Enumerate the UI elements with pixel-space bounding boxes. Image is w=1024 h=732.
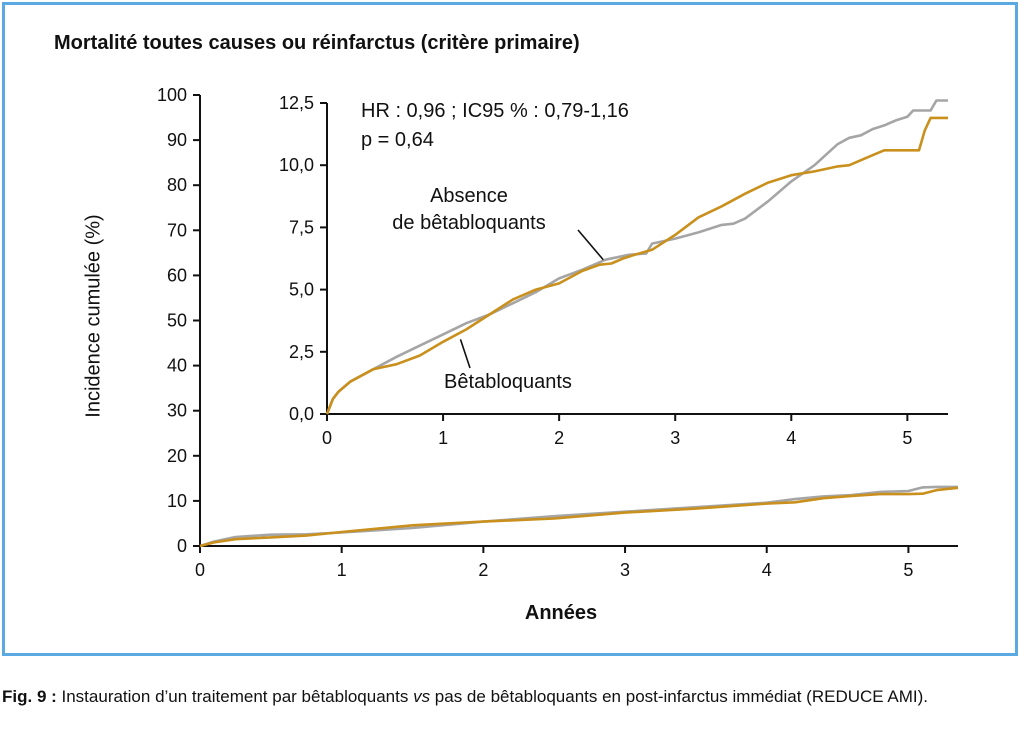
inset-x-tick-label: 5 xyxy=(902,428,912,448)
caption-text-start: Instauration d’un traitement par bêtablo… xyxy=(56,687,414,706)
legend-absence-label: Absence xyxy=(430,185,508,207)
main-x-tick-label: 2 xyxy=(478,560,488,580)
inset-y-tick-label: 7,5 xyxy=(289,217,314,237)
stats-p-label: p = 0,64 xyxy=(361,129,434,151)
stats-hr-label: HR : 0,96 ; IC95 % : 0,79-1,16 xyxy=(361,100,629,122)
main-y-tick-label: 100 xyxy=(157,85,187,105)
main-y-tick-label: 70 xyxy=(167,220,187,240)
inset-x-tick-label: 0 xyxy=(322,428,332,448)
chart-title: Mortalité toutes causes ou réinfarctus (… xyxy=(54,32,580,54)
main-y-tick-label: 90 xyxy=(167,130,187,150)
y-axis-label: Incidence cumulée (%) xyxy=(82,214,105,418)
caption-text-end: pas de bêtabloquants en post-infarctus i… xyxy=(430,687,929,706)
main-y-tick-label: 0 xyxy=(177,536,187,556)
caption-label: Fig. 9 : xyxy=(2,687,57,706)
main-x-tick-label: 1 xyxy=(337,560,347,580)
main-x-tick-label: 5 xyxy=(903,560,913,580)
legend-beta-pointer xyxy=(459,339,471,369)
x-axis-label: Années xyxy=(524,602,598,624)
main-x-tick-label: 0 xyxy=(195,560,205,580)
caption-emphasis: vs xyxy=(413,687,431,706)
inset-y-tick-label: 5,0 xyxy=(289,280,314,300)
main-y-tick-label: 60 xyxy=(167,265,187,285)
inset-x-tick-label: 3 xyxy=(670,428,680,448)
inset-series-line-0 xyxy=(325,99,948,415)
main-series-line-1 xyxy=(199,486,959,548)
inset-x-tick-label: 4 xyxy=(786,428,796,448)
inset-y-tick-label: 2,5 xyxy=(289,342,314,362)
inset-y-tick-label: 12,5 xyxy=(279,93,314,113)
main-y-tick-label: 30 xyxy=(167,401,187,421)
main-x-tick-label: 3 xyxy=(620,560,630,580)
inset-y-tick-label: 10,0 xyxy=(279,155,314,175)
figure-caption: Fig. 9 : Instauration d’un traitement pa… xyxy=(2,686,1024,708)
legend-absence-label-2: de bêtabloquants xyxy=(392,212,545,234)
main-y-tick-label: 40 xyxy=(167,356,187,376)
main-y-tick-label: 80 xyxy=(167,175,187,195)
legend-beta-label: Bêtabloquants xyxy=(444,371,572,393)
inset-x-tick-label: 2 xyxy=(554,428,564,448)
main-x-tick-label: 4 xyxy=(762,560,772,580)
main-y-tick-label: 10 xyxy=(167,491,187,511)
main-y-tick-label: 20 xyxy=(167,446,187,466)
inset-y-tick-label: 0,0 xyxy=(289,404,314,424)
main-y-tick-label: 50 xyxy=(167,311,187,331)
legend-absence-pointer xyxy=(577,229,604,261)
inset-x-tick-label: 1 xyxy=(438,428,448,448)
inset-series-line-1 xyxy=(325,116,948,415)
